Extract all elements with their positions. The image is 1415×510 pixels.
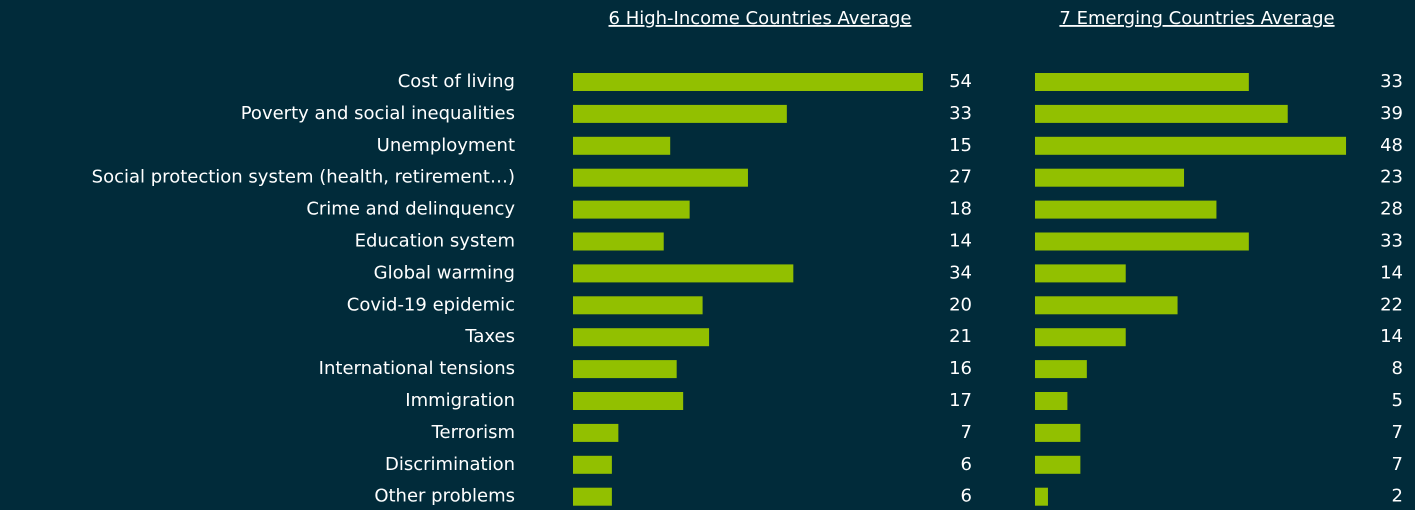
bar: [1035, 73, 1249, 91]
value-label: 16: [949, 358, 972, 379]
value-label: 33: [949, 103, 972, 124]
bar: [573, 104, 787, 123]
category-label: International tensions: [319, 358, 515, 379]
bar: [1035, 136, 1347, 155]
category-label: Terrorism: [431, 422, 515, 443]
bar: [573, 264, 794, 283]
category-label: Social protection system (health, retire…: [92, 167, 515, 188]
bar: [573, 423, 619, 442]
bar: [1035, 487, 1048, 506]
category-label: Poverty and social inequalities: [241, 103, 515, 124]
bar: [573, 360, 677, 379]
bar: [1035, 296, 1178, 315]
category-label: Discrimination: [385, 454, 515, 475]
bar: [573, 328, 710, 347]
value-label: 14: [1380, 326, 1403, 347]
bar: [573, 487, 612, 506]
value-label: 22: [1380, 294, 1403, 315]
bar: [573, 455, 612, 474]
value-label: 2: [1392, 486, 1403, 507]
value-label: 34: [949, 262, 972, 283]
series-title: 7 Emerging Countries Average: [1059, 8, 1334, 29]
value-label: 27: [949, 167, 972, 188]
value-label: 7: [1392, 422, 1403, 443]
value-label: 7: [961, 422, 972, 443]
category-label: Immigration: [405, 390, 515, 411]
value-label: 33: [1380, 71, 1403, 92]
bar: [1035, 168, 1185, 187]
bar: [573, 168, 748, 187]
bar: [1035, 423, 1081, 442]
category-label: Cost of living: [398, 71, 515, 92]
category-label: Other problems: [374, 486, 515, 507]
value-label: 54: [949, 71, 972, 92]
value-label: 18: [949, 199, 972, 220]
bar: [1035, 264, 1126, 283]
value-label: 39: [1380, 103, 1403, 124]
category-label: Covid-19 epidemic: [347, 294, 515, 315]
category-label: Global warming: [374, 262, 515, 283]
category-label: Taxes: [464, 326, 515, 347]
value-label: 6: [961, 486, 972, 507]
value-label: 17: [949, 390, 972, 411]
value-label: 15: [949, 135, 972, 156]
bar: [573, 232, 664, 251]
bar: [573, 200, 690, 219]
bar: [1035, 455, 1081, 474]
value-label: 48: [1380, 135, 1403, 156]
bar: [1035, 104, 1288, 123]
value-label: 23: [1380, 167, 1403, 188]
value-label: 14: [949, 231, 972, 252]
category-label: Education system: [355, 231, 515, 252]
value-label: 28: [1380, 199, 1403, 220]
bar: [573, 392, 684, 410]
value-label: 33: [1380, 231, 1403, 252]
bar: [1035, 360, 1087, 379]
bar: [1035, 200, 1217, 219]
value-label: 8: [1392, 358, 1403, 379]
category-label: Crime and delinquency: [306, 199, 515, 220]
category-label: Unemployment: [377, 135, 515, 156]
value-label: 21: [949, 326, 972, 347]
value-label: 20: [949, 294, 972, 315]
bar: [573, 296, 703, 315]
bar: [1035, 232, 1249, 251]
series-title: 6 High-Income Countries Average: [609, 8, 912, 29]
value-label: 14: [1380, 262, 1403, 283]
bar: [573, 136, 671, 155]
bar: [1035, 392, 1068, 410]
value-label: 5: [1392, 390, 1403, 411]
bar: [573, 73, 923, 91]
value-label: 7: [1392, 454, 1403, 475]
value-label: 6: [961, 454, 972, 475]
bar: [1035, 328, 1126, 347]
